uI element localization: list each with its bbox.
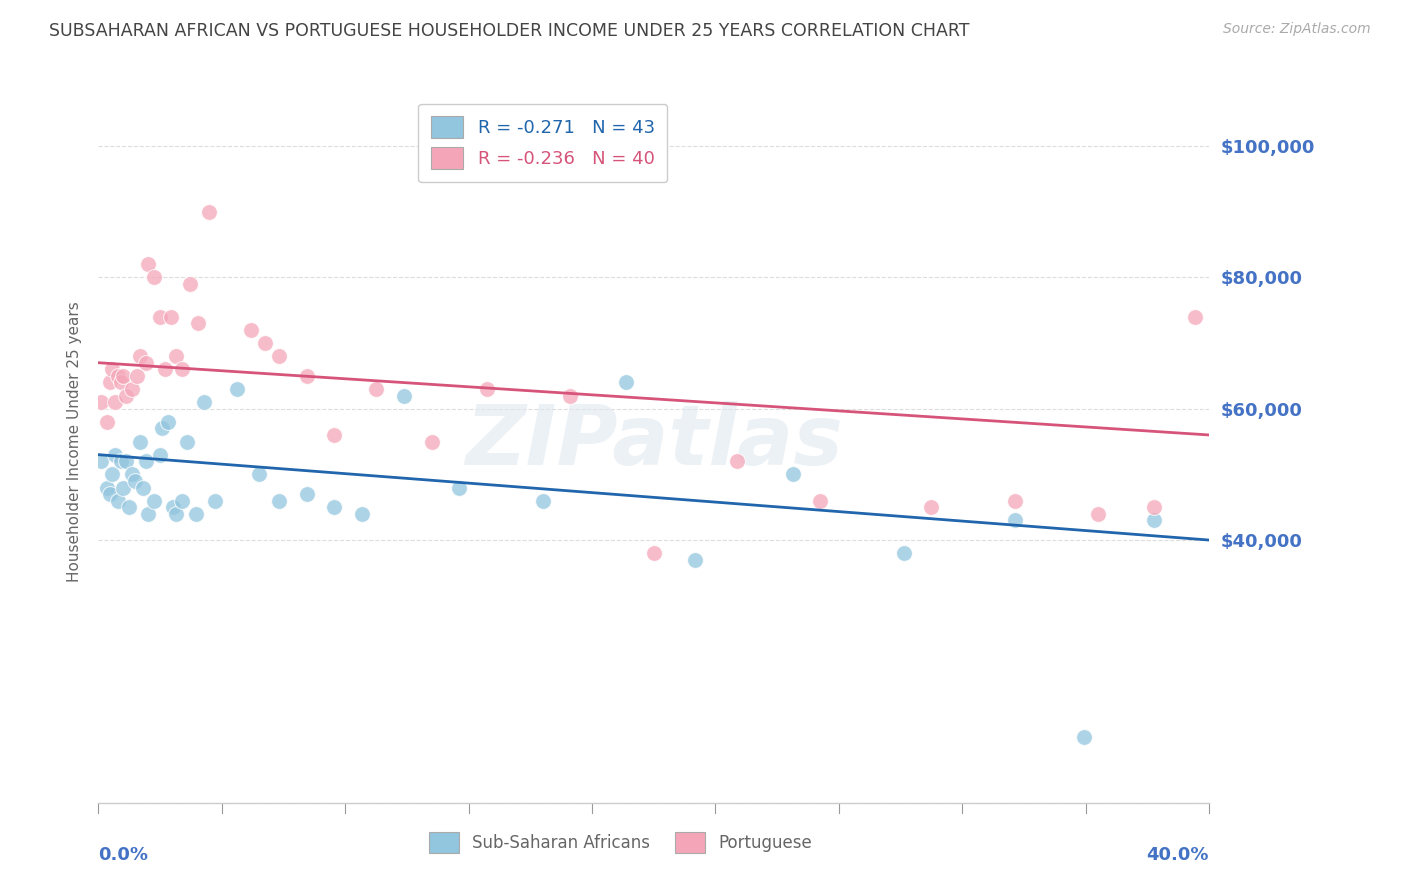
Point [176, 434, 198, 449]
Point [118, 500, 141, 515]
Point [1004, 513, 1026, 527]
Text: 40.0%: 40.0% [1147, 847, 1209, 864]
Y-axis label: Householder Income Under 25 years: Householder Income Under 25 years [66, 301, 82, 582]
Point [392, 388, 415, 402]
Point [107, 368, 129, 383]
Point [96, 415, 118, 429]
Point [127, 368, 149, 383]
Point [198, 204, 221, 219]
Point [143, 270, 166, 285]
Point [782, 467, 804, 482]
Point [135, 356, 157, 370]
Point [179, 277, 201, 291]
Point [1004, 493, 1026, 508]
Point [101, 362, 124, 376]
Point [110, 376, 132, 390]
Point [104, 395, 127, 409]
Point [156, 415, 179, 429]
Point [101, 467, 124, 482]
Point [267, 493, 290, 508]
Point [295, 487, 318, 501]
Point [1143, 500, 1166, 515]
Point [115, 388, 138, 402]
Point [295, 368, 318, 383]
Point [135, 454, 157, 468]
Point [267, 349, 290, 363]
Point [104, 448, 127, 462]
Point [920, 500, 942, 515]
Point [420, 434, 443, 449]
Point [124, 474, 146, 488]
Point [1073, 730, 1095, 744]
Point [531, 493, 554, 508]
Point [614, 376, 637, 390]
Point [352, 507, 374, 521]
Point [366, 382, 388, 396]
Point [725, 454, 748, 468]
Point [153, 362, 176, 376]
Point [129, 434, 152, 449]
Point [170, 493, 193, 508]
Point [165, 349, 187, 363]
Point [129, 349, 152, 363]
Point [98, 487, 121, 501]
Point [643, 546, 665, 560]
Point [138, 257, 160, 271]
Point [115, 454, 138, 468]
Point [165, 507, 187, 521]
Point [810, 493, 832, 508]
Point [893, 546, 915, 560]
Point [475, 382, 499, 396]
Point [187, 316, 209, 330]
Text: 0.0%: 0.0% [98, 847, 149, 864]
Point [110, 454, 132, 468]
Point [138, 507, 160, 521]
Point [249, 467, 271, 482]
Point [90, 454, 112, 468]
Point [121, 467, 143, 482]
Point [323, 428, 346, 442]
Point [240, 323, 263, 337]
Point [121, 382, 143, 396]
Point [1184, 310, 1206, 324]
Point [90, 395, 112, 409]
Point [150, 421, 173, 435]
Point [253, 336, 276, 351]
Point [159, 310, 181, 324]
Point [148, 448, 170, 462]
Point [449, 481, 471, 495]
Point [148, 310, 170, 324]
Point [107, 493, 129, 508]
Point [1143, 513, 1166, 527]
Point [226, 382, 249, 396]
Legend: Sub-Saharan Africans, Portuguese: Sub-Saharan Africans, Portuguese [422, 826, 818, 860]
Point [96, 481, 118, 495]
Point [112, 481, 135, 495]
Point [112, 368, 135, 383]
Point [143, 493, 166, 508]
Point [98, 376, 121, 390]
Point [162, 500, 184, 515]
Point [560, 388, 582, 402]
Point [204, 493, 226, 508]
Point [1087, 507, 1109, 521]
Point [193, 395, 215, 409]
Point [132, 481, 155, 495]
Text: SUBSAHARAN AFRICAN VS PORTUGUESE HOUSEHOLDER INCOME UNDER 25 YEARS CORRELATION C: SUBSAHARAN AFRICAN VS PORTUGUESE HOUSEHO… [49, 22, 970, 40]
Text: Source: ZipAtlas.com: Source: ZipAtlas.com [1223, 22, 1371, 37]
Point [184, 507, 207, 521]
Text: ZIPatlas: ZIPatlas [465, 401, 842, 482]
Point [685, 553, 707, 567]
Point [170, 362, 193, 376]
Point [323, 500, 346, 515]
